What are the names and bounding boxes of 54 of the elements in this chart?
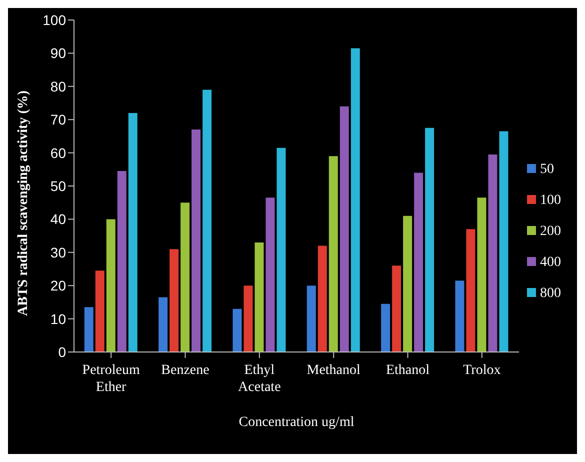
y-tick-label: 60 bbox=[50, 144, 66, 161]
bar bbox=[381, 304, 390, 352]
x-tick-label: Ethanol bbox=[386, 363, 430, 378]
legend-label: 100 bbox=[540, 192, 561, 208]
bar bbox=[84, 307, 94, 352]
y-tick-label: 90 bbox=[50, 45, 66, 62]
y-tick-label: 20 bbox=[50, 278, 66, 294]
y-tick-label: 30 bbox=[50, 244, 66, 260]
bar bbox=[95, 270, 104, 352]
bar bbox=[180, 202, 190, 352]
y-tick-label: 40 bbox=[50, 211, 66, 228]
bar bbox=[232, 308, 242, 352]
bar bbox=[403, 216, 412, 352]
legend-label: 800 bbox=[540, 286, 561, 300]
legend-label: 200 bbox=[540, 224, 561, 238]
legend-label: 50 bbox=[540, 162, 554, 176]
bar bbox=[128, 112, 138, 352]
bar bbox=[202, 90, 212, 352]
bar bbox=[318, 246, 327, 352]
bar bbox=[106, 219, 116, 352]
bar bbox=[499, 131, 508, 352]
bar bbox=[170, 249, 179, 352]
y-tick-label: 70 bbox=[50, 112, 66, 128]
bar bbox=[392, 266, 402, 352]
y-tick-label: 10 bbox=[50, 310, 66, 327]
x-tick-label: Benzene bbox=[161, 363, 210, 378]
bar bbox=[425, 128, 434, 352]
bar bbox=[466, 229, 476, 352]
y-tick-label: 0 bbox=[58, 344, 66, 360]
x-tick-label: Petroleum Ether bbox=[82, 363, 140, 395]
y-tick-label: 80 bbox=[50, 78, 66, 94]
bar bbox=[192, 130, 201, 352]
x-axis-title: Concentration ug/ml bbox=[238, 415, 354, 430]
bar bbox=[254, 242, 264, 352]
bar bbox=[328, 156, 338, 352]
y-tick-label: 100 bbox=[42, 12, 66, 28]
bar bbox=[306, 286, 316, 352]
y-tick-label: 50 bbox=[50, 178, 66, 194]
bar bbox=[414, 172, 424, 352]
bar bbox=[244, 286, 253, 352]
x-tick-label: Ethyl Acetate bbox=[238, 363, 281, 395]
bar bbox=[158, 297, 168, 352]
bar bbox=[340, 106, 349, 352]
bar bbox=[350, 48, 360, 352]
legend-label: 400 bbox=[540, 254, 561, 270]
bar bbox=[117, 171, 126, 352]
bar bbox=[477, 198, 486, 352]
bar bbox=[276, 148, 286, 352]
x-tick-label: Methanol bbox=[306, 363, 361, 378]
bar bbox=[488, 154, 498, 352]
bar bbox=[455, 280, 464, 352]
y-axis-title: ABTS radical scavenging activity (%) bbox=[16, 90, 31, 316]
x-tick-label: Trolox bbox=[463, 363, 501, 378]
bar bbox=[266, 198, 275, 352]
